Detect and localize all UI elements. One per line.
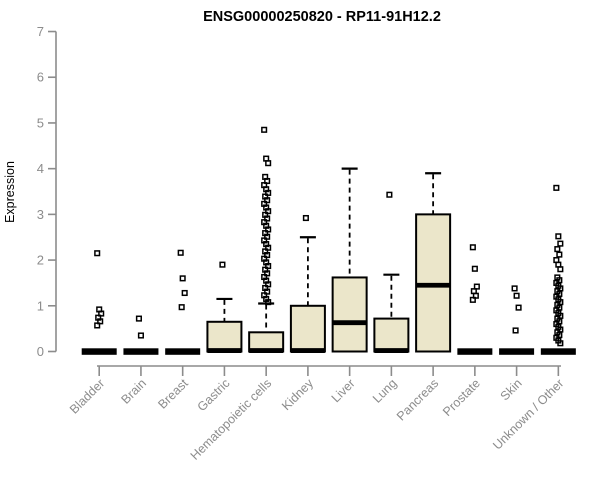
outlier-point [137, 332, 144, 339]
outlier-point [515, 304, 522, 311]
outlier-point [265, 299, 272, 306]
y-tick-label: 6 [37, 70, 44, 85]
outlier-point [94, 322, 101, 329]
box-breast [165, 348, 201, 355]
box-unknown-other [540, 348, 576, 355]
x-tick-label: Pancreas [394, 376, 441, 423]
x-tick-label: Unknown / Other [490, 376, 566, 452]
y-tick-label: 3 [37, 207, 44, 222]
outlier-point [178, 304, 185, 311]
outlier-point [135, 315, 142, 322]
y-tick-label: 5 [37, 115, 44, 130]
outlier-point [557, 340, 564, 347]
outlier-point [471, 265, 478, 272]
outlier-point [469, 296, 476, 303]
box-bladder [81, 348, 117, 355]
x-tick-label: Brain [119, 376, 150, 407]
x-tick-label: Liver [329, 376, 358, 405]
x-tick-label: Lung [370, 376, 400, 406]
x-tick-label: Hematopoietic cells [188, 376, 275, 463]
outlier-point [556, 251, 563, 258]
outlier-point [557, 266, 564, 273]
outlier-point [261, 126, 268, 133]
y-tick-label: 7 [37, 24, 44, 39]
outlier-point [94, 250, 101, 257]
outlier-point [177, 249, 184, 256]
outlier-point [386, 191, 393, 198]
box-prostate [457, 348, 493, 355]
outlier-point [555, 233, 562, 240]
y-tick-label: 1 [37, 298, 44, 313]
outlier-point [553, 184, 560, 191]
y-tick-label: 0 [37, 344, 44, 359]
box-liver [331, 276, 368, 353]
outlier-point [469, 244, 476, 251]
x-tick-label: Breast [155, 376, 191, 412]
outlier-point [554, 246, 561, 253]
outlier-point [557, 240, 564, 247]
x-tick-label: Skin [498, 376, 525, 403]
outlier-point [181, 289, 188, 297]
chart-title: ENSG00000250820 - RP11-91H12.2 [203, 9, 441, 25]
box-lung [373, 317, 410, 353]
outlier-point [179, 275, 186, 282]
outlier-point [302, 214, 309, 222]
x-tick-label: Gastric [195, 376, 233, 414]
x-tick-label: Bladder [67, 376, 107, 416]
outlier-point [512, 327, 519, 334]
plot-root: 0 1 2 3 4 5 6 7 Bladder Brain Breast GastricHematop… [37, 24, 576, 463]
box-brain [123, 348, 159, 355]
outlier-point [265, 160, 272, 167]
outlier-point [513, 292, 520, 299]
box-skin [499, 348, 535, 355]
outlier-point [511, 285, 518, 292]
outlier-point [219, 261, 226, 268]
y-tick-label: 4 [37, 161, 44, 176]
box-kidney [289, 304, 326, 353]
y-tick-label: 2 [37, 253, 44, 268]
box-gastric [206, 320, 243, 353]
x-tick-label: Kidney [279, 376, 316, 413]
x-tick-label: Prostate [440, 376, 483, 419]
y-axis-label: Expression [3, 161, 17, 223]
